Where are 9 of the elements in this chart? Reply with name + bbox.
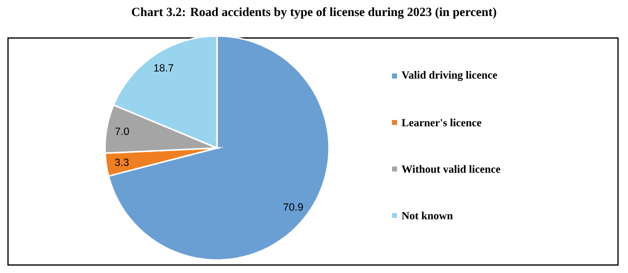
legend-label: Not known (402, 212, 453, 220)
legend-label: Learner's licence (402, 118, 482, 126)
data-label: 3.3 (114, 158, 129, 166)
chart-title: Chart 3.2: Road accidents by type of license during 2023 (in percent) (132, 7, 496, 19)
legend-label: Valid driving licence (402, 70, 498, 82)
data-label: 18.7 (154, 64, 174, 72)
data-label: 7.0 (115, 128, 129, 136)
legend-label: Without valid licence (402, 165, 500, 173)
data-label: 70.9 (284, 203, 303, 211)
